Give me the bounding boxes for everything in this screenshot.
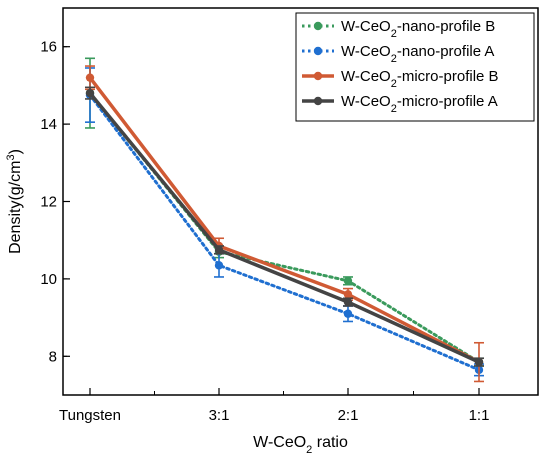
series-line xyxy=(88,93,481,372)
y-tick-label: 16 xyxy=(40,39,57,56)
legend-entry-micro-a: W-CeO2-micro-profile A xyxy=(302,93,498,115)
x-tick-label: 3:1 xyxy=(209,407,230,424)
x-tick-label: Tungsten xyxy=(59,407,121,424)
legend-entry-nano-a: W-CeO2-nano-profile A xyxy=(302,43,494,65)
y-tick-label: 10 xyxy=(40,271,57,288)
y-axis-title: Density(g/cm3) xyxy=(5,149,24,254)
x-axis-title: W-CeO2 ratio xyxy=(253,434,348,456)
legend-marker xyxy=(313,46,323,56)
series-line xyxy=(88,91,481,364)
legend-label: W-CeO2-micro-profile B xyxy=(341,68,499,90)
legend-label: W-CeO2-micro-profile A xyxy=(341,93,498,115)
legend-entry-nano-b: W-CeO2-nano-profile B xyxy=(302,18,495,40)
tick-layer: 8 10 12 14 16 Tungsten 3:1 2:1 1:1 xyxy=(40,39,489,424)
legend-marker xyxy=(313,71,323,81)
data-point xyxy=(474,357,484,367)
legend-marker xyxy=(313,21,323,31)
y-tick-label: 12 xyxy=(40,194,57,211)
legend-entry-micro-b: W-CeO2-micro-profile B xyxy=(302,68,499,90)
data-point xyxy=(85,88,95,98)
x-tick-label: 1:1 xyxy=(469,407,490,424)
y-tick-label: 14 xyxy=(40,116,57,133)
series-3 xyxy=(85,86,484,367)
series-line xyxy=(88,75,481,364)
legend-box xyxy=(295,12,535,122)
data-point xyxy=(85,73,95,82)
data-point xyxy=(343,309,353,318)
data-point xyxy=(343,290,353,299)
y-tick-label: 8 xyxy=(49,348,57,365)
x-tick-label: 2:1 xyxy=(338,407,359,424)
legend-marker xyxy=(313,96,323,106)
data-point xyxy=(214,245,224,255)
legend: W-CeO2-nano-profile B W-CeO2-nano-profil… xyxy=(295,12,535,122)
series-layer xyxy=(85,57,484,383)
data-point xyxy=(214,261,224,270)
data-point xyxy=(343,297,353,307)
legend-label: W-CeO2-nano-profile B xyxy=(341,18,495,40)
data-point xyxy=(343,276,353,286)
series-line xyxy=(88,91,481,364)
legend-label: W-CeO2-nano-profile A xyxy=(341,43,494,65)
